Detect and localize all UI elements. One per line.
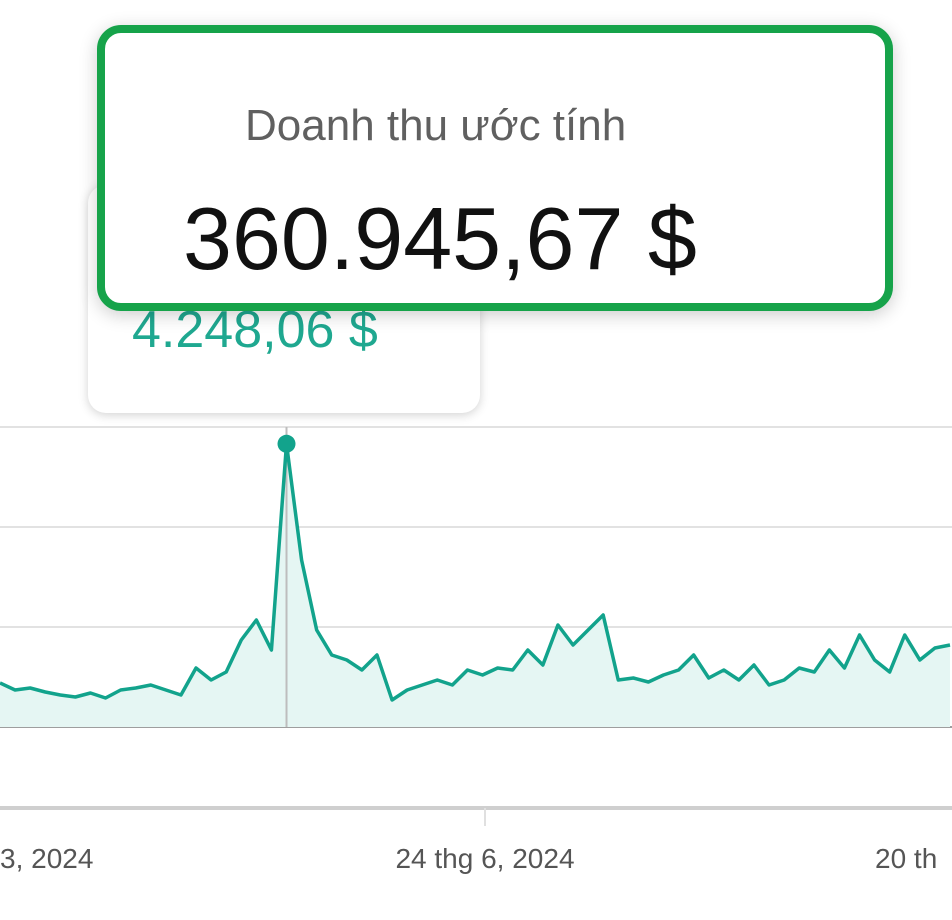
summary-value: 360.945,67 $ [183, 189, 697, 288]
hover-dot [277, 434, 296, 453]
area [0, 443, 950, 727]
x-tick-label: 3, 2024 [0, 843, 93, 874]
summary-card[interactable]: Doanh thu ước tính 360.945,67 $ [97, 25, 893, 311]
x-tick-label: 24 thg 6, 2024 [395, 843, 574, 874]
line [0, 442, 951, 702]
summary-title: Doanh thu ước tính [245, 101, 627, 150]
x-tick-label: 20 th [875, 843, 937, 874]
